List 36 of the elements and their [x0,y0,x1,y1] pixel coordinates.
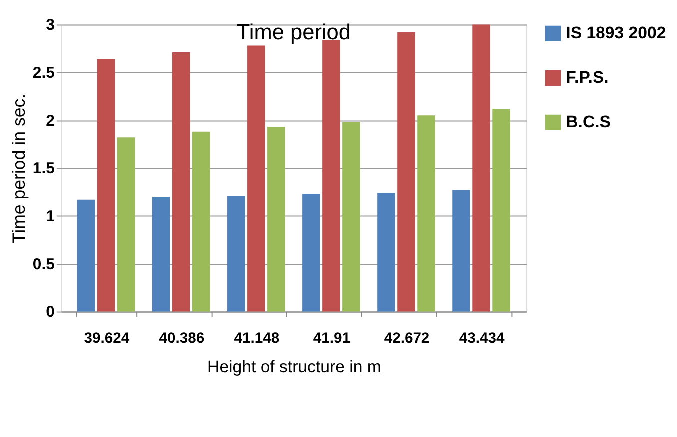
y-tick-label: 1 [46,208,56,226]
bar [398,32,416,312]
bar [268,127,286,312]
x-tick-label: 40.386 [159,330,205,347]
y-tick-label: 2 [46,112,56,130]
legend-label: IS 1893 2002 [566,24,666,43]
bar [172,52,190,312]
x-tick-label: 41.91 [313,330,351,347]
x-axis-title: Height of structure in m [208,358,382,377]
y-tick-label: 1.5 [32,160,56,178]
bar [77,200,96,312]
bar [378,193,396,312]
bar [302,194,320,312]
bar [152,196,170,312]
y-tick-label: 0.5 [32,256,56,274]
x-tick-label: 39.624 [84,330,130,347]
y-tick-label: 0 [46,304,56,322]
bar [192,132,210,312]
bar [248,46,266,312]
bar [117,138,136,312]
bar [452,190,470,312]
legend-label: B.C.S [566,112,611,132]
x-tick-label: 41.148 [234,330,280,347]
bar [492,108,510,312]
chart-title: Time period [236,20,352,45]
y-axis-title: Time period in sec. [9,94,29,244]
bar [97,59,116,312]
x-tick-label: 43.434 [459,330,506,347]
bar [472,24,490,312]
y-tick-label: 2.5 [32,65,56,82]
bar [418,116,436,312]
x-tick-label: 42.672 [384,330,430,347]
y-tick-label: 3 [46,17,56,34]
bar [228,196,246,312]
bar [342,122,360,312]
legend-label: F.P.S. [566,68,609,88]
